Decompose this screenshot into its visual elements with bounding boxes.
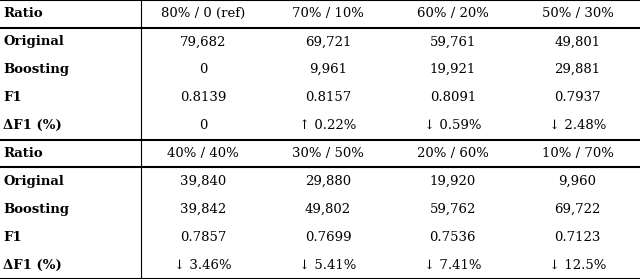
Text: Boosting: Boosting (3, 203, 69, 216)
Text: 0.7937: 0.7937 (554, 91, 601, 104)
Text: Ratio: Ratio (3, 147, 43, 160)
Text: 0.8139: 0.8139 (180, 91, 227, 104)
Text: Boosting: Boosting (3, 63, 69, 76)
Text: 79,682: 79,682 (180, 35, 227, 48)
Text: 70% / 10%: 70% / 10% (292, 8, 364, 20)
Text: 19,920: 19,920 (429, 175, 476, 188)
Text: ↓ 5.41%: ↓ 5.41% (300, 259, 356, 271)
Text: 9,961: 9,961 (309, 63, 347, 76)
Text: 50% / 30%: 50% / 30% (541, 8, 614, 20)
Text: 69,721: 69,721 (305, 35, 351, 48)
Text: Original: Original (3, 35, 64, 48)
Text: 60% / 20%: 60% / 20% (417, 8, 489, 20)
Text: Ratio: Ratio (3, 8, 43, 20)
Text: ↓ 0.59%: ↓ 0.59% (424, 119, 481, 132)
Text: 10% / 70%: 10% / 70% (541, 147, 614, 160)
Text: 30% / 50%: 30% / 50% (292, 147, 364, 160)
Text: 40% / 40%: 40% / 40% (167, 147, 239, 160)
Text: 20% / 60%: 20% / 60% (417, 147, 489, 160)
Text: F1: F1 (3, 231, 22, 244)
Text: 29,881: 29,881 (554, 63, 601, 76)
Text: ↑ 0.22%: ↑ 0.22% (300, 119, 356, 132)
Text: 0.8091: 0.8091 (429, 91, 476, 104)
Text: 0.7123: 0.7123 (554, 231, 601, 244)
Text: 49,801: 49,801 (554, 35, 601, 48)
Text: ↓ 12.5%: ↓ 12.5% (549, 259, 606, 271)
Text: 80% / 0 (ref): 80% / 0 (ref) (161, 8, 245, 20)
Text: F1: F1 (3, 91, 22, 104)
Text: Original: Original (3, 175, 64, 188)
Text: ↓ 2.48%: ↓ 2.48% (549, 119, 606, 132)
Text: 39,840: 39,840 (180, 175, 227, 188)
Text: 0.7699: 0.7699 (305, 231, 351, 244)
Text: 69,722: 69,722 (554, 203, 601, 216)
Text: ↓ 3.46%: ↓ 3.46% (174, 259, 232, 271)
Text: 0.7536: 0.7536 (429, 231, 476, 244)
Text: 39,842: 39,842 (180, 203, 227, 216)
Text: 9,960: 9,960 (559, 175, 596, 188)
Text: 59,761: 59,761 (429, 35, 476, 48)
Text: 0.7857: 0.7857 (180, 231, 227, 244)
Text: 0: 0 (199, 119, 207, 132)
Text: 29,880: 29,880 (305, 175, 351, 188)
Text: 59,762: 59,762 (429, 203, 476, 216)
Text: 49,802: 49,802 (305, 203, 351, 216)
Text: ↓ 7.41%: ↓ 7.41% (424, 259, 481, 271)
Text: 0.8157: 0.8157 (305, 91, 351, 104)
Text: 19,921: 19,921 (429, 63, 476, 76)
Text: ΔF1 (%): ΔF1 (%) (3, 119, 62, 132)
Text: 0: 0 (199, 63, 207, 76)
Text: ΔF1 (%): ΔF1 (%) (3, 259, 62, 271)
